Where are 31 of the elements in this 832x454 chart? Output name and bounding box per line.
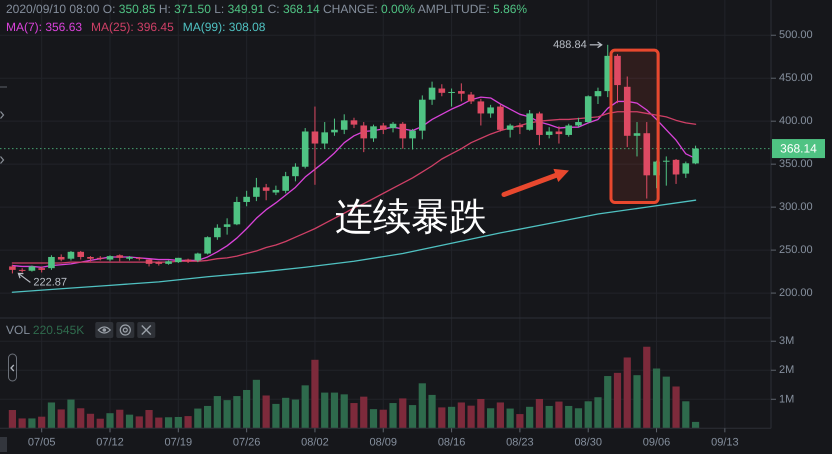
xtick-label: 08/30	[574, 436, 602, 448]
xtick-label: 07/19	[164, 436, 192, 448]
xtick-label: 08/09	[370, 436, 398, 448]
ytick-label: 350.00	[779, 158, 813, 170]
note: 连续暴跌	[334, 196, 487, 239]
legend-item: MA(25): 396.45	[91, 20, 174, 34]
legend-item: MA(7): 356.63	[6, 20, 82, 34]
title: 2020/09/10 08:00 O: 350.85 H: 371.50 L: 349.91 C: 368.14 CHANGE: 0.00% AMPLITUDE: 5.86%	[6, 2, 528, 16]
ytick-label: 3M	[779, 335, 794, 348]
xtick-label: 08/16	[438, 436, 466, 448]
ytick-label: 2M	[779, 364, 794, 376]
ytick-label: 300.00	[779, 201, 813, 214]
xtick-label: 07/05	[28, 436, 56, 448]
xtick-label: 08/02	[301, 436, 329, 448]
ytick-label: 250.00	[779, 244, 813, 256]
annotation: 488.84	[553, 38, 587, 51]
xtick-label: 08/23	[506, 436, 534, 448]
xtick-label: 07/12	[96, 436, 124, 448]
ref-label: 368.14	[772, 139, 825, 158]
xtick-label: 07/26	[232, 436, 260, 448]
xtick-label: 09/06	[642, 436, 670, 448]
ytick-label: 200.00	[779, 287, 813, 300]
ytick-label: 400.00	[779, 115, 813, 128]
annotation: 222.87	[33, 276, 68, 288]
ytick-label: 450.00	[779, 72, 813, 84]
legend-item: MA(99): 308.08	[182, 20, 266, 34]
ref-line-label: 368.14	[780, 142, 818, 156]
ytick-label: 1M	[779, 393, 794, 406]
legend-item: VOL 220.545K	[6, 323, 84, 337]
xtick-label: 09/13	[711, 436, 739, 448]
ytick-label: 500.00	[779, 29, 813, 42]
